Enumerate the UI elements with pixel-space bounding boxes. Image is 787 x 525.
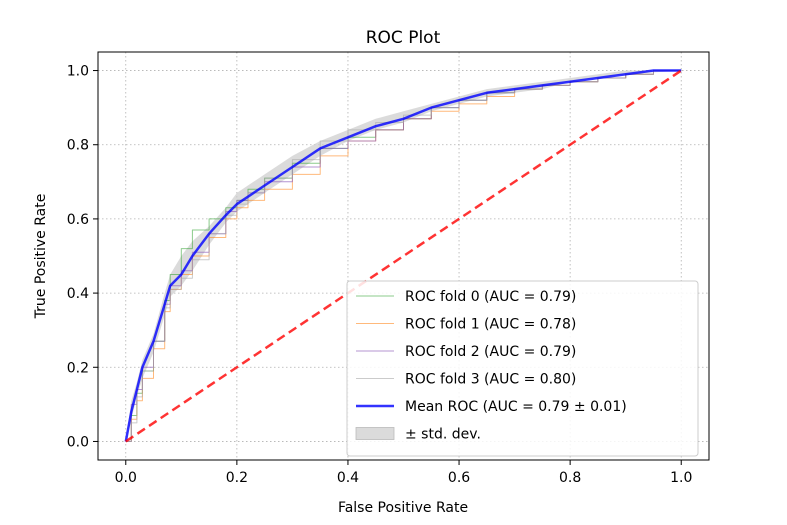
legend-label: ROC fold 1 (AUC = 0.78) (405, 317, 576, 333)
x-tick-label: 0.8 (559, 470, 581, 486)
x-tick-label: 1.0 (670, 470, 692, 486)
legend-swatch (355, 427, 395, 440)
chart-title: ROC Plot (366, 28, 441, 48)
y-tick-label: 0.0 (67, 434, 89, 450)
y-tick-label: 0.2 (67, 360, 89, 376)
legend-label: Mean ROC (AUC = 0.79 ± 0.01) (405, 399, 627, 415)
legend-box (346, 280, 699, 457)
y-tick-label: 0.8 (67, 138, 89, 154)
x-tick-label: 0.0 (115, 470, 137, 486)
mean-roc-line (124, 69, 682, 442)
y-axis-ticks: 0.0 0.2 0.4 0.6 0.8 1.0 (67, 64, 98, 450)
x-axis-label: False Positive Rate (338, 500, 468, 516)
legend-label: ROC fold 0 (AUC = 0.79) (405, 289, 576, 305)
x-axis-ticks: 0.0 0.2 0.4 0.6 0.8 1.0 (115, 460, 692, 486)
legend-label: ± std. dev. (405, 427, 481, 443)
y-tick-label: 0.4 (67, 286, 89, 302)
x-tick-label: 0.2 (226, 470, 248, 486)
legend: ROC fold 0 (AUC = 0.79) ROC fold 1 (AUC =… (346, 280, 699, 457)
legend-label: ROC fold 3 (AUC = 0.80) (405, 372, 576, 388)
y-tick-label: 0.6 (67, 212, 89, 228)
y-axis-label: True Positive Rate (33, 194, 49, 320)
x-tick-label: 0.6 (448, 470, 470, 486)
plot-frame (97, 51, 710, 461)
x-tick-label: 0.4 (337, 470, 359, 486)
y-tick-label: 1.0 (67, 64, 89, 80)
legend-label: ROC fold 2 (AUC = 0.79) (405, 344, 576, 360)
series-lines (124, 69, 682, 443)
